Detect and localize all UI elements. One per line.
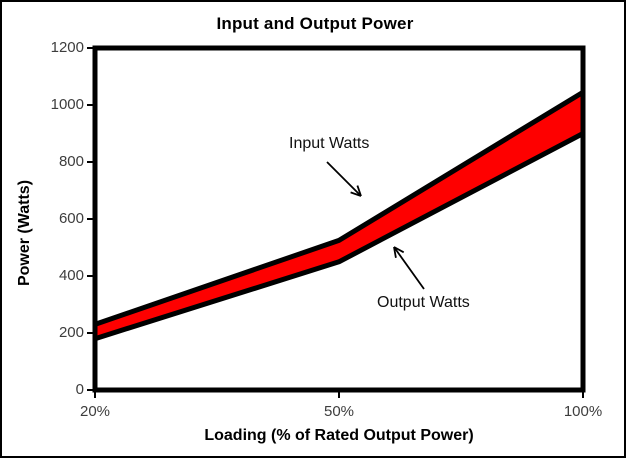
y-tick-label: 0 [75, 381, 84, 398]
plot-border [92, 45, 586, 393]
annotation-input-watts: Input Watts [289, 135, 370, 152]
output-watts-arrow-head [393, 246, 405, 254]
x-tick-label: 100% [563, 403, 603, 420]
input-watts-arrow-head [356, 185, 362, 197]
input-watts-arrow [326, 161, 362, 197]
y-tick-label: 800 [58, 153, 84, 170]
y-tick-label: 600 [58, 210, 84, 227]
annotation-output-watts: Output Watts [377, 294, 470, 311]
x-tick-label: 50% [323, 403, 355, 420]
chart-title: Input and Output Power [216, 14, 414, 33]
y-tick-label: 400 [58, 267, 84, 284]
input-watts-arrow-head [350, 191, 362, 197]
y-tick-label: 1000 [50, 96, 84, 113]
x-axis-title: Loading (% of Rated Output Power) [204, 427, 474, 444]
x-tick-label: 20% [79, 403, 111, 420]
y-tick-label: 1200 [50, 39, 84, 56]
input-watts-line [94, 90, 585, 327]
output-watts-line [94, 131, 585, 342]
output-watts-arrow-head [393, 246, 397, 258]
output-watts-arrow [393, 246, 425, 290]
y-tick-label: 200 [58, 324, 84, 341]
efficiency-band [95, 92, 583, 339]
